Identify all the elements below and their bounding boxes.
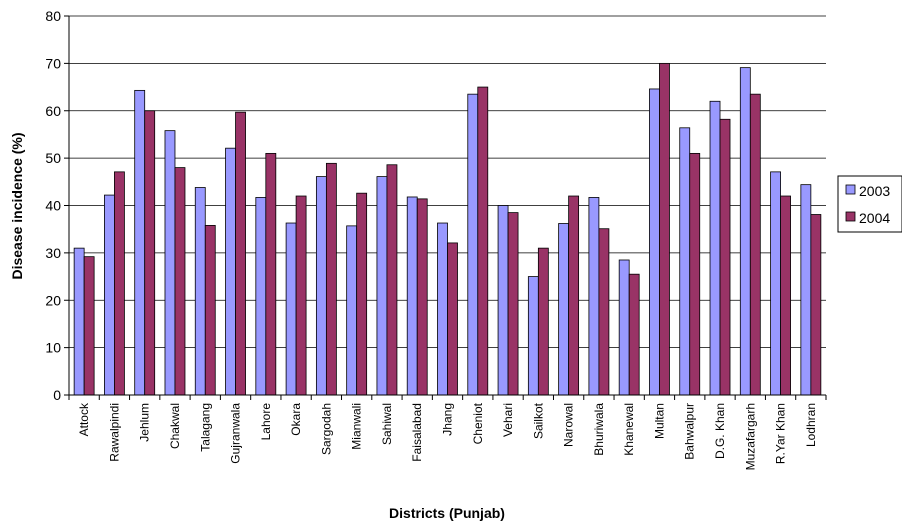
x-category-label: Muzafargarh — [743, 403, 757, 470]
legend: 2003 2004 — [837, 175, 902, 233]
bar-2004-lodhran — [810, 214, 822, 396]
x-category-label: Sahiwal — [380, 403, 394, 445]
bar-2004-chakwal — [174, 167, 186, 396]
bar-2004-khanewal — [628, 273, 640, 396]
bar-2003-muzafargarh — [739, 67, 751, 396]
y-tick-label: 50 — [45, 150, 61, 166]
bar-2003-jhang — [437, 222, 448, 396]
bar-2003-sargodah — [315, 176, 327, 396]
bar-2004-cheniot — [477, 86, 489, 396]
bar-2003-d-g-khan — [709, 100, 721, 396]
x-category-label: Bahwalpur — [683, 403, 697, 460]
bar-2003-vehari — [497, 205, 509, 396]
bar-2003-cheniot — [467, 93, 479, 396]
bar-2003-faisalabad — [406, 196, 418, 396]
bar-2004-narowal — [568, 195, 580, 396]
x-category-label: Sailkot — [531, 402, 545, 439]
x-category-label: Jehlum — [138, 403, 152, 442]
bar-2003-khanewal — [618, 259, 630, 396]
legend-label-2003: 2003 — [859, 183, 890, 199]
bar-2003-attock — [73, 247, 85, 396]
x-category-label: Okara — [289, 403, 303, 436]
bar-2004-rawalpindi — [114, 171, 125, 396]
y-tick-label: 60 — [45, 103, 61, 119]
y-tick-label: 0 — [53, 387, 61, 403]
y-tick-label: 30 — [45, 245, 61, 261]
x-category-label: Sargodah — [319, 403, 333, 455]
x-category-label: Bhuriwala — [592, 403, 606, 456]
bar-2003-lodhran — [800, 184, 812, 396]
bar-2004-muzafargarh — [749, 93, 761, 396]
bar-2004-gujranwala — [235, 111, 246, 396]
bar-2004-multan — [659, 62, 670, 396]
bar-2003-lahore — [255, 197, 267, 396]
bar-2003-okara — [285, 222, 297, 396]
x-category-label: Faisalabad — [410, 403, 424, 462]
x-category-label: Khanewal — [622, 403, 636, 456]
bar-2003-chakwal — [164, 130, 176, 396]
y-axis-title: Disease incidence (%) — [9, 132, 25, 279]
bar-2003-gujranwala — [225, 147, 236, 396]
bar-2003-jehlum — [134, 89, 146, 396]
legend-swatch-2004 — [845, 211, 856, 222]
bar-2003-rawalpindi — [104, 194, 115, 396]
tick-labels: 0 10 20 30 40 50 60 70 80 Attock Rawalpindi Jehlum C… — [45, 8, 817, 470]
bar-2004-attock — [83, 256, 95, 396]
y-tick-label: 80 — [45, 8, 61, 24]
bar-2003-mianwali — [346, 225, 358, 396]
x-category-label: Narowal — [562, 403, 576, 447]
bar-2004-bahwalpur — [689, 152, 701, 396]
x-category-label: Multan — [652, 403, 666, 439]
bar-2003-r-yar-khan — [770, 171, 781, 396]
x-category-label: Gujranwala — [229, 403, 243, 464]
x-category-label: Lodhran — [804, 403, 818, 447]
bar-2004-faisalabad — [416, 198, 428, 396]
bars — [73, 62, 822, 396]
bar-2004-jehlum — [144, 110, 156, 396]
x-category-label: Rawalpindi — [107, 403, 121, 462]
bar-2004-jhang — [447, 242, 458, 396]
x-category-label: Mianwali — [350, 403, 364, 450]
bar-2003-narowal — [558, 223, 570, 396]
x-axis-title: Districts (Punjab) — [389, 505, 505, 521]
x-category-label: R.Yar Khan — [774, 403, 788, 464]
x-category-label: Lahore — [259, 403, 273, 441]
bar-2003-talagang — [194, 187, 206, 396]
x-category-label: Jhang — [441, 403, 455, 436]
bar-2003-bahwalpur — [679, 127, 691, 396]
bar-2004-d-g-khan — [719, 118, 731, 396]
bar-2003-multan — [649, 88, 660, 396]
bar-2004-r-yar-khan — [780, 195, 791, 396]
x-category-label: Cheniot — [471, 402, 485, 444]
x-category-label: Vehari — [501, 403, 515, 437]
bar-2004-bhuriwala — [598, 228, 610, 396]
legend-swatch-2003 — [845, 184, 856, 195]
bar-2004-sargodah — [325, 162, 337, 396]
bar-2004-lahore — [265, 152, 277, 396]
bar-2004-sahiwal — [386, 164, 398, 396]
x-category-label: D.G. Khan — [713, 403, 727, 459]
bar-2003-sahiwal — [376, 176, 388, 396]
bar-2003-sailkot — [527, 276, 539, 396]
y-tick-label: 20 — [45, 292, 61, 308]
x-category-label: Attock — [77, 402, 91, 436]
legend-label-2004: 2004 — [859, 210, 890, 226]
bar-2003-bhuriwala — [588, 197, 600, 396]
bar-2004-sailkot — [537, 247, 549, 396]
y-tick-label: 10 — [45, 340, 61, 356]
y-tick-label: 70 — [45, 55, 61, 71]
x-category-label: Chakwal — [168, 403, 182, 449]
bar-2004-vehari — [507, 212, 519, 396]
bar-2004-okara — [295, 195, 307, 396]
bar-2004-talagang — [204, 224, 216, 396]
axes — [64, 15, 827, 400]
x-category-label: Talagang — [198, 403, 212, 452]
bar-2004-mianwali — [356, 192, 368, 396]
y-tick-label: 40 — [45, 198, 61, 214]
